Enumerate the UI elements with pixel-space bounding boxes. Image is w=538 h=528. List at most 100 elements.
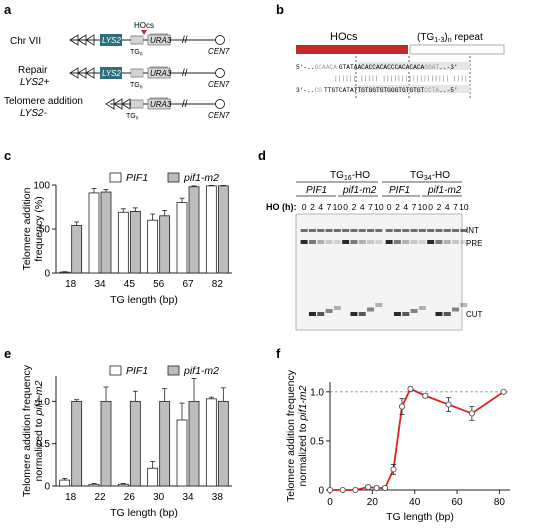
gel-band-cut <box>402 312 410 316</box>
bar-pif1 <box>88 483 100 487</box>
gel-band-pre <box>358 240 366 244</box>
timepoint-label: 7 <box>327 202 332 212</box>
bar-pif1-m2 <box>129 210 141 274</box>
schematic-row-telomere-addition: Telomere addition LYS2- URA3 TGn // CEN7 <box>4 96 230 122</box>
x-tick-label: 34 <box>182 492 194 503</box>
y-axis-label: normalized to pif1-m2 <box>33 380 45 481</box>
timepoint-label: 0 <box>387 202 392 212</box>
gel-band-int <box>375 229 383 232</box>
timepoint-label: 7 <box>412 202 417 212</box>
schematic-row-repair: Repair LYS2+ LYS2 URA3 TGn // CEN7 <box>18 65 230 91</box>
gel-band-cut <box>418 306 426 310</box>
legend-swatch <box>167 172 180 183</box>
gel-band-cut <box>452 307 460 312</box>
gel-band-pre <box>452 240 460 244</box>
bar-pif1-m2 <box>217 400 229 487</box>
schematic-row-chr7: Chr VII LYS2 HOcs URA3 TGn // CEN7 <box>10 21 230 58</box>
gel-band-int <box>385 229 393 232</box>
ura3-label: URA3 <box>150 69 172 78</box>
highlight-box-top <box>358 62 470 70</box>
gel-band-int <box>460 229 468 232</box>
cen7-label: CEN7 <box>208 80 230 89</box>
gel-band-pre <box>443 240 451 244</box>
gel-band-int <box>402 229 410 232</box>
break-symbol: // <box>182 99 188 110</box>
x-tick-label: 20 <box>367 497 379 508</box>
gel-band-pre <box>317 240 325 244</box>
lys2-gene-box <box>100 34 122 46</box>
x-tick-label: 56 <box>153 279 165 290</box>
gel-band-cut <box>333 306 341 310</box>
gel-band-pre <box>385 240 393 244</box>
bar-pif1-m2 <box>159 400 171 487</box>
tg-label: TGn <box>130 49 143 58</box>
gel-band-int <box>358 229 366 232</box>
hocs-label: HOcs <box>134 21 154 30</box>
panel-f-letter: f <box>276 346 281 361</box>
gel-band-int <box>410 229 418 232</box>
gel-band-pre <box>308 240 316 244</box>
gel-band-cut <box>435 312 443 316</box>
y-tick-label: 0.5 <box>310 436 324 447</box>
group-label-tg34: TG34-HO <box>410 170 450 182</box>
panel-f: f 0 0.5 1.0 0 20 40 60 80 TG length (bp) Telomere… <box>276 346 510 523</box>
gel-band-pre <box>393 240 401 244</box>
telomere-arrows-icon <box>105 98 131 110</box>
timepoint-label: 2 <box>437 202 442 212</box>
data-point <box>390 466 397 473</box>
x-tick-label: 82 <box>212 279 224 290</box>
tg-label: TGn <box>130 82 143 91</box>
y-tick-label: 0 <box>44 269 50 280</box>
bar-pif1 <box>205 398 217 487</box>
panel-a: a Chr VII LYS2 HOcs URA3 TGn // CEN7 <box>4 2 230 122</box>
data-point <box>339 486 346 494</box>
timepoint-label: 0 <box>428 202 433 212</box>
bar-pif1 <box>88 192 100 274</box>
legend-label: PIF1 <box>126 365 148 377</box>
bar-pif1 <box>176 202 188 274</box>
gel-band-pre <box>460 240 468 244</box>
row-label-lys2-plus: LYS2+ <box>20 77 50 88</box>
bar-pif1-m2 <box>100 400 112 487</box>
repeat-bar <box>409 44 505 55</box>
bar-pif1-m2 <box>129 400 141 487</box>
panel-c-letter: c <box>4 148 11 163</box>
data-point <box>468 410 475 417</box>
legend-swatch <box>109 172 122 183</box>
gel-band-pre <box>300 240 308 244</box>
panel-d-letter: d <box>258 148 266 163</box>
x-tick-label: 40 <box>409 497 421 508</box>
ura3-label: URA3 <box>150 36 172 45</box>
strain-label: PIF1 <box>306 185 327 196</box>
gel-band-cut <box>317 312 325 316</box>
gel-band-int <box>333 229 341 232</box>
timepoint-labels: 0 2 4 7 10 0 2 4 7 10 0 2 4 7 10 0 2 4 7 10 <box>302 202 469 212</box>
lys2-gene-box <box>100 67 122 79</box>
hocs-bar <box>296 45 408 54</box>
gel-band-cut <box>350 312 358 316</box>
gel-band-cut <box>308 312 316 316</box>
data-point <box>373 484 380 492</box>
legend-swatch <box>109 365 122 376</box>
panel-b-letter: b <box>276 2 284 17</box>
strain-label: pif1-m2 <box>427 185 462 196</box>
ura3-gene-box <box>147 67 171 79</box>
telomere-arrows-icon <box>69 34 95 46</box>
row-label-telomere-addition: Telomere addition <box>4 96 83 107</box>
data-point <box>500 388 507 395</box>
y-tick-label: 0.5 <box>36 439 50 450</box>
gel-band-pre <box>418 240 426 244</box>
gel-band-int <box>325 229 333 232</box>
timepoint-label: 0 <box>343 202 348 212</box>
data-point <box>398 403 406 410</box>
break-symbol: // <box>182 68 188 79</box>
centromere-icon <box>215 35 225 45</box>
timepoint-label: 10 <box>459 202 469 212</box>
gel-band-pre <box>342 240 350 244</box>
gel-band-pre <box>333 240 341 244</box>
gel-band-pre <box>435 240 443 244</box>
x-tick-label: 45 <box>124 279 136 290</box>
x-tick-label: 80 <box>494 497 506 508</box>
timepoint-label: 2 <box>352 202 357 212</box>
bar-pif1 <box>117 483 129 487</box>
